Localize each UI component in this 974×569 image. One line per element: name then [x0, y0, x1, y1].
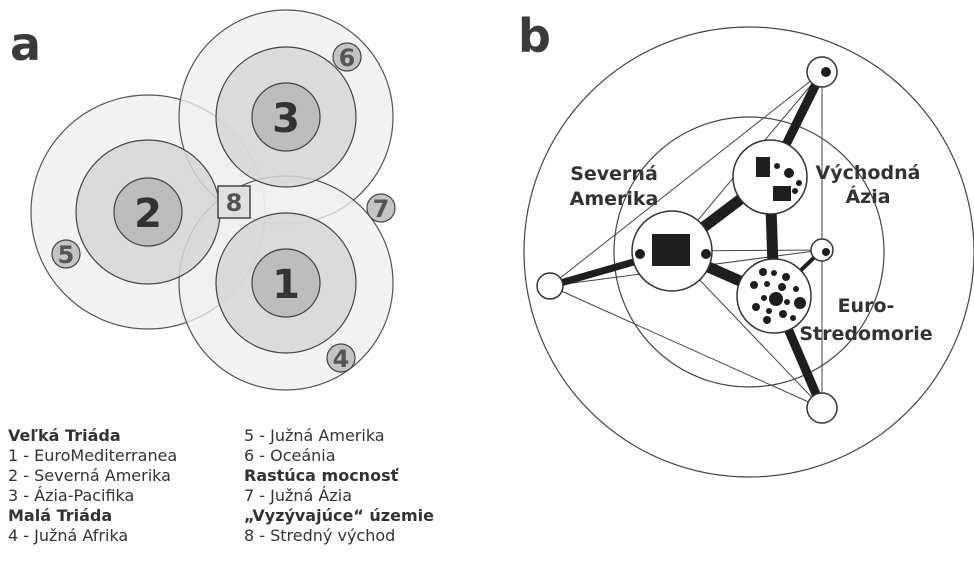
node-oceania-dot [821, 67, 831, 77]
panel-b: b [518, 9, 974, 478]
hub-east-asia-block-1 [756, 157, 770, 177]
node-south-africa [806, 392, 838, 424]
label-7: 7 [373, 195, 390, 223]
hub-north-america-dot-left [635, 249, 645, 259]
label-6: 6 [339, 44, 356, 72]
panel-a-letter: a [10, 17, 41, 71]
legend-heading: „Vyzývajúce“ územie [244, 506, 434, 525]
label-north-america-line1: Severná [570, 163, 658, 185]
badge-8 [217, 185, 251, 219]
legend-column-1: Veľká Triáda 1 - EuroMediterranea 2 - Seve… [8, 426, 177, 546]
hub-east-asia-dot [784, 168, 794, 178]
label-8: 8 [226, 189, 243, 217]
hub-east-asia-dot [792, 188, 798, 194]
badge-5 [51, 239, 81, 269]
hub-east-asia-dot [796, 180, 802, 186]
legend-item: 8 - Stredný východ [244, 526, 396, 545]
badge-4 [326, 343, 356, 373]
legend-item: 6 - Oceánia [244, 446, 336, 465]
label-euro-med-line1: Euro- [838, 295, 895, 317]
hub-north-america-block [652, 234, 690, 266]
hub-east-asia-block-2 [773, 186, 791, 201]
panel-b-letter: b [518, 9, 551, 63]
hub-east-asia-dot [774, 163, 780, 169]
hub-euro-med-dots [750, 268, 806, 324]
label-east-asia-line1: Východná [816, 162, 921, 184]
legend-item: 2 - Severná Amerika [8, 466, 171, 485]
region-1-core [251, 248, 321, 318]
legend-heading: Veľká Triáda [8, 426, 121, 445]
hub-north-america-dot-right [701, 249, 711, 259]
node-south-america [536, 272, 564, 300]
legend-heading: Malá Triáda [8, 506, 113, 525]
label-east-asia-line2: Ázia [845, 185, 890, 208]
node-south-asia-dot [822, 248, 830, 256]
label-3: 3 [272, 96, 300, 142]
badge-7 [366, 193, 396, 223]
label-5: 5 [58, 241, 75, 269]
legend-item: 5 - Južná Amerika [244, 426, 385, 445]
label-4: 4 [333, 345, 350, 373]
panel-a: a 2 3 1 5 6 7 4 8 [10, 9, 396, 391]
node-south-asia [810, 238, 834, 262]
legend-item: 7 - Južná Ázia [244, 486, 353, 505]
outer-ring [523, 26, 974, 478]
label-north-america-line2: Amerika [570, 188, 659, 210]
badge-6 [332, 42, 362, 72]
label-euro-med-line2: Stredomorie [799, 323, 932, 345]
label-1: 1 [272, 262, 300, 308]
region-2-core [113, 177, 183, 247]
legend-heading: Rastúca mocnosť [244, 466, 399, 485]
legend-item: 1 - EuroMediterranea [8, 446, 178, 465]
middle-ring [613, 116, 885, 388]
label-2: 2 [134, 191, 162, 237]
legend-column-2: 5 - Južná Amerika 6 - Oceánia Rastúca mocn… [244, 426, 434, 546]
region-3-core [251, 82, 321, 152]
legend-item: 4 - Južná Afrika [8, 526, 129, 545]
legend-item: 3 - Ázia-Pacifika [8, 486, 135, 505]
